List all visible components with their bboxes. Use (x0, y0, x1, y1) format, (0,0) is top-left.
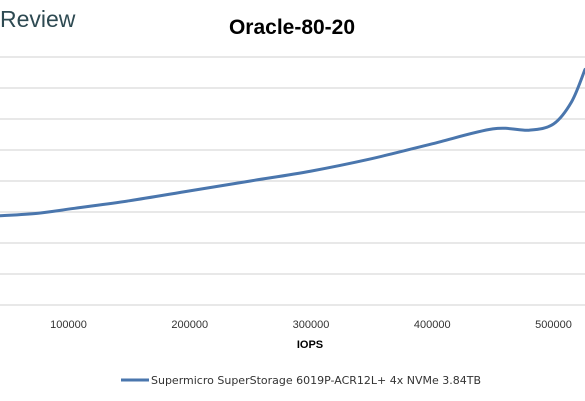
x-tick-label: 400000 (414, 319, 451, 331)
x-axis-title: IOPS (297, 339, 323, 351)
logo-text: Review (0, 6, 76, 32)
legend: Supermicro SuperStorage 6019P-ACR12L+ 4x… (121, 374, 481, 387)
x-tick-label: 100000 (50, 319, 87, 331)
x-tick-label: 300000 (293, 319, 330, 331)
chart-title: Oracle-80-20 (229, 16, 355, 39)
x-tick-label: 500000 (535, 319, 572, 331)
legend-label: Supermicro SuperStorage 6019P-ACR12L+ 4x… (151, 374, 481, 387)
gridlines (0, 56, 585, 306)
series-line-0 (0, 67, 585, 218)
x-tick-label: 200000 (171, 319, 208, 331)
series-layer (0, 67, 585, 218)
x-tick-labels: 100000 200000 300000 400000 500000 (50, 319, 572, 331)
